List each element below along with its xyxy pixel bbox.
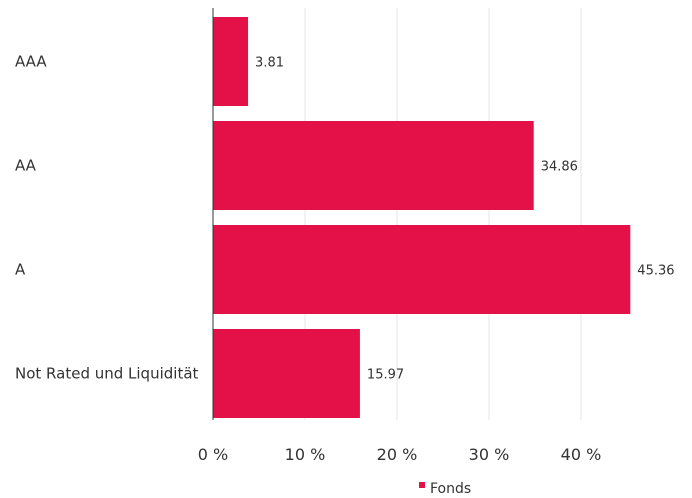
data-label: 34.86 xyxy=(541,160,578,175)
category-label: AAA xyxy=(15,53,47,71)
bar-a[interactable] xyxy=(213,225,631,314)
x-tick-label: 20 % xyxy=(377,445,418,464)
category-label: AA xyxy=(15,157,37,175)
data-label: 15.97 xyxy=(367,368,404,383)
data-label: 45.36 xyxy=(637,264,674,279)
x-tick-label: 10 % xyxy=(285,445,326,464)
x-axis-tick-labels: 0 % 10 % 20 % 30 % 40 % xyxy=(198,445,602,464)
bar-aa[interactable] xyxy=(213,121,534,210)
legend-swatch-fonds xyxy=(419,482,425,488)
bar-aaa[interactable] xyxy=(213,17,249,106)
data-labels: 3.81 34.86 45.36 15.97 xyxy=(255,56,674,383)
bars xyxy=(213,17,631,418)
x-tick-label: 0 % xyxy=(198,445,228,464)
legend-label-fonds: Fonds xyxy=(430,481,471,497)
data-label: 3.81 xyxy=(255,56,284,71)
bar-not-rated-und-liquidit-t[interactable] xyxy=(213,329,360,418)
x-tick-label: 40 % xyxy=(561,445,602,464)
category-label: A xyxy=(15,261,26,279)
x-tick-label: 30 % xyxy=(469,445,510,464)
legend[interactable]: Fonds xyxy=(419,481,471,497)
category-label: Not Rated und Liquidität xyxy=(15,365,199,383)
